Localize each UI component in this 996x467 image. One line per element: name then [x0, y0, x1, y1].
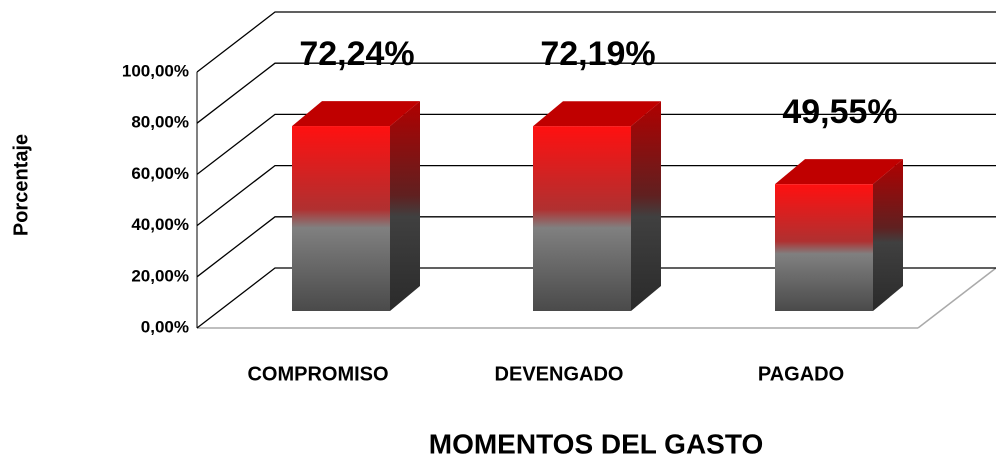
grid-line: [196, 164, 996, 227]
data-label: 72,24%: [299, 35, 414, 73]
y-tick-label: 60,00%: [131, 164, 189, 183]
grid-line: [196, 267, 996, 329]
bar: [533, 126, 631, 311]
x-axis-title: MOMENTOS DEL GASTO: [429, 428, 763, 459]
bar-top: [292, 101, 420, 127]
grid-line: [196, 11, 996, 73]
x-tick-label: DEVENGADO: [495, 363, 624, 385]
grid-line: [196, 62, 996, 124]
floor-edge: [917, 267, 996, 329]
y-tick-label: 100,00%: [122, 61, 189, 80]
y-tick-label: 0,00%: [141, 317, 189, 336]
bar-top: [775, 159, 903, 185]
y-tick-label: 20,00%: [131, 266, 189, 285]
y-axis-title: Porcentaje: [10, 134, 32, 236]
x-tick-label: COMPROMISO: [247, 363, 388, 385]
y-tick-label: 40,00%: [131, 215, 189, 234]
data-label: 49,55%: [782, 93, 897, 131]
bar-side: [390, 101, 420, 311]
bar-top: [533, 101, 661, 127]
grid-line: [196, 113, 996, 175]
bar-side: [631, 101, 661, 311]
x-tick-label: PAGADO: [758, 363, 844, 385]
bar: [775, 184, 873, 311]
grid-line: [196, 216, 996, 278]
bar: [292, 126, 390, 311]
data-label: 72,19%: [540, 35, 655, 73]
y-tick-label: 80,00%: [131, 113, 189, 132]
bar-side: [873, 159, 903, 311]
